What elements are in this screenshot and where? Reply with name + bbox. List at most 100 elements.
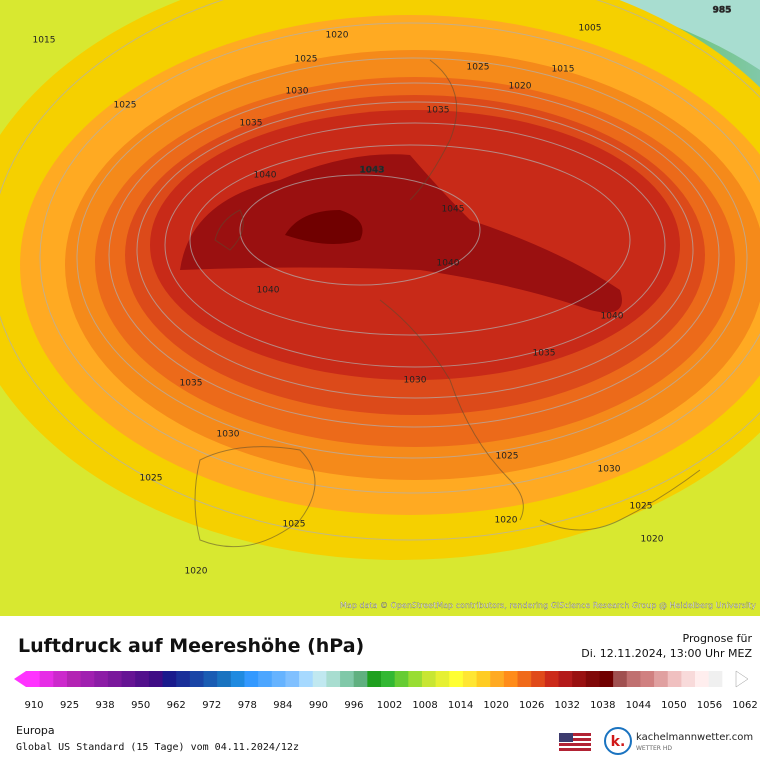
- isobar-label: 1025: [295, 55, 318, 65]
- colorbar-segment: [654, 671, 669, 687]
- isobar-label: 1005: [579, 24, 602, 34]
- colorbar-segment: [708, 671, 723, 687]
- colorbar-segment: [299, 671, 314, 687]
- colorbar-tick-label: 972: [202, 700, 221, 711]
- colorbar-tick-label: 925: [60, 700, 79, 711]
- isobar-label: 1020: [509, 82, 532, 92]
- isobar-label: 1025: [283, 520, 306, 530]
- colorbar-tick-label: 1014: [448, 700, 473, 711]
- colorbar-segment: [381, 671, 396, 687]
- colorbar-segment: [558, 671, 573, 687]
- colorbar-end: [14, 671, 26, 687]
- isobar-label: 1035: [427, 106, 450, 116]
- colorbar-segment: [148, 671, 164, 687]
- isobar-label: 1035: [240, 119, 263, 129]
- high-area: [180, 154, 622, 313]
- isobar-label: 1025: [140, 474, 163, 484]
- colorbar-segment: [312, 671, 327, 687]
- isobar-label: 1030: [404, 376, 427, 386]
- attribution: Map data © OpenStreetMap contributors, r…: [340, 601, 756, 610]
- colorbar-segment: [39, 671, 54, 687]
- colorbar-segment: [531, 671, 546, 687]
- colorbar-segment: [217, 671, 232, 687]
- colorbar-segment: [285, 671, 300, 687]
- high-core: [285, 210, 363, 244]
- colorbar-segment: [271, 671, 286, 687]
- isobar-label: 1025: [630, 502, 653, 512]
- isobar-label: 1045: [442, 205, 465, 215]
- colorbar-segment: [394, 671, 409, 687]
- colorbar-segment: [544, 671, 559, 687]
- colorbar-segment: [640, 671, 655, 687]
- colorbar-tick-label: 996: [344, 700, 363, 711]
- colorbar-segment: [244, 671, 259, 687]
- isobar-label: 1025: [496, 452, 519, 462]
- colorbar-segment: [585, 671, 600, 687]
- colorbar-segment: [258, 671, 273, 687]
- isobar-label: 1035: [180, 379, 203, 389]
- colorbar-tick-label: 1032: [555, 700, 580, 711]
- isobar-label: 1035: [533, 349, 556, 359]
- isobar-label: 1025: [114, 101, 137, 111]
- isobar-label: 1030: [217, 430, 240, 440]
- colorbar-tick-label: 962: [167, 700, 186, 711]
- brand-sub: WETTER HD: [636, 745, 672, 752]
- colorbar-segment: [66, 671, 82, 687]
- colorbar-segment: [135, 671, 150, 687]
- colorbar-segment: [421, 671, 437, 687]
- colorbar-segment: [449, 671, 464, 687]
- colorbar-segment: [462, 671, 478, 687]
- colorbar-segment: [203, 671, 218, 687]
- coastlines: [194, 59, 701, 548]
- colorbar-segment: [107, 671, 123, 687]
- colorbar-segment: [53, 671, 68, 687]
- colorbar-tick-label: 1002: [377, 700, 402, 711]
- colorbar-tick-label: 1044: [626, 700, 651, 711]
- isobar-label: 1043: [359, 166, 384, 176]
- colorbar-segment: [230, 671, 245, 687]
- colorbar-end: [735, 670, 749, 688]
- colorbar-segment: [722, 671, 737, 687]
- colorbar-tick-label: 910: [24, 700, 43, 711]
- colorbar-segment: [367, 671, 382, 687]
- isobar-label: 1015: [552, 65, 575, 75]
- colorbar-tick-label: 938: [96, 700, 115, 711]
- low-core: [600, 0, 760, 70]
- region: Europa: [16, 724, 55, 737]
- isobar-label: 1040: [437, 259, 460, 269]
- colorbar-segment: [353, 671, 368, 687]
- colorbar-segment: [681, 671, 696, 687]
- colorbar-tick-label: 950: [131, 700, 150, 711]
- isobar-label: 1030: [598, 465, 621, 475]
- colorbar-tick-label: 1020: [483, 700, 508, 711]
- colorbar-segment: [340, 671, 355, 687]
- legend-title: Luftdruck auf Meereshöhe (hPa): [18, 635, 364, 657]
- colorbar-tick-label: 1008: [412, 700, 437, 711]
- flag: [559, 733, 591, 751]
- colorbar-segment: [626, 671, 641, 687]
- colorbar-tick-label: 1056: [697, 700, 722, 711]
- isobar-label: 1020: [326, 31, 349, 41]
- colorbar-segment: [599, 671, 614, 687]
- colorbar-tick-label: 990: [309, 700, 328, 711]
- colorbar-tick-label: 984: [273, 700, 292, 711]
- isobar-label: 1030: [286, 87, 309, 97]
- colorbar-segment: [476, 671, 491, 687]
- colorbar-tick-label: 1050: [661, 700, 686, 711]
- isobar-label: 985: [713, 6, 732, 16]
- logo: [604, 727, 632, 755]
- isobar-label: 1040: [601, 312, 624, 322]
- isobar-label: 1020: [495, 516, 518, 526]
- map: [0, 0, 760, 616]
- colorbar-segment: [162, 671, 177, 687]
- isobar-label: 1020: [641, 535, 664, 545]
- colorbar-tick-label: 978: [238, 700, 257, 711]
- colorbar-segment: [94, 671, 109, 687]
- colorbar-segment: [121, 671, 136, 687]
- colorbar-segment: [490, 671, 505, 687]
- colorbar-segment: [189, 671, 204, 687]
- isobar-label: 1015: [33, 36, 56, 46]
- colorbar-segment: [435, 671, 450, 687]
